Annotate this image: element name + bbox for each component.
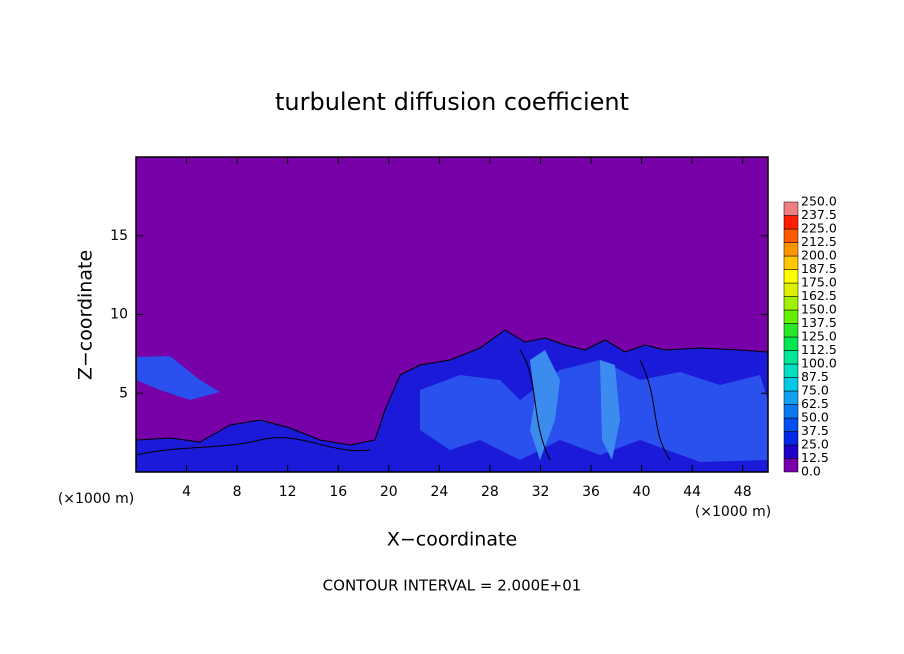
colorbar-label: 237.5 xyxy=(801,207,837,222)
colorbar-band xyxy=(783,242,799,257)
colorbar-label: 0.0 xyxy=(801,464,821,479)
colorbar-band xyxy=(783,215,799,230)
colorbar-label: 62.5 xyxy=(801,396,829,411)
colorbar-label: 37.5 xyxy=(801,423,829,438)
x-tick-label: 16 xyxy=(329,484,347,500)
contour-line xyxy=(639,359,671,461)
colorbar-label: 25.0 xyxy=(801,437,829,452)
y-tick-label: 10 xyxy=(110,307,128,323)
colorbar-band xyxy=(783,228,799,243)
x-tick-label: 12 xyxy=(279,484,297,500)
colorbar-band xyxy=(783,282,799,297)
x-tick-label: 20 xyxy=(380,484,398,500)
contour-line xyxy=(135,437,371,456)
colorbar-label: 75.0 xyxy=(801,383,829,398)
annotation: CONTOUR INTERVAL = 2.000E+01 xyxy=(323,577,582,595)
colorbar-label: 150.0 xyxy=(801,302,837,317)
colorbar-band xyxy=(783,201,799,216)
x-tick-label: 48 xyxy=(734,484,752,500)
x-tick-label: 32 xyxy=(532,484,550,500)
colorbar-band xyxy=(783,309,799,324)
y-axis-label: Z−coordinate xyxy=(75,250,97,380)
colorbar-label: 100.0 xyxy=(801,356,837,371)
colorbar-label: 250.0 xyxy=(801,194,837,209)
x-tick-label: 40 xyxy=(633,484,651,500)
colorbar-label: 225.0 xyxy=(801,221,837,236)
colorbar-band xyxy=(783,431,799,446)
x-axis-label: X−coordinate xyxy=(387,529,517,551)
colorbar-label: 187.5 xyxy=(801,261,837,276)
colorbar-band xyxy=(783,336,799,351)
colorbar-label: 12.5 xyxy=(801,450,829,465)
y-unit: (×1000 m) xyxy=(58,491,134,507)
colorbar-band xyxy=(783,296,799,311)
x-unit: (×1000 m) xyxy=(695,504,771,520)
colorbar-band xyxy=(783,363,799,378)
colorbar-label: 125.0 xyxy=(801,329,837,344)
colorbar-band xyxy=(783,390,799,405)
field xyxy=(135,329,769,473)
chart-title: turbulent diffusion coefficient xyxy=(275,88,629,116)
colorbar-band xyxy=(783,255,799,270)
colorbar-label: 87.5 xyxy=(801,369,829,384)
field-patch xyxy=(136,356,220,400)
colorbar-label: 212.5 xyxy=(801,234,837,249)
x-tick-label: 4 xyxy=(182,484,191,500)
x-tick-label: 36 xyxy=(582,484,600,500)
colorbar-band xyxy=(783,417,799,432)
contour-line xyxy=(519,349,551,461)
colorbar-label: 137.5 xyxy=(801,315,837,330)
colorbar-band xyxy=(783,323,799,338)
x-tick-label: 28 xyxy=(481,484,499,500)
colorbar-label: 50.0 xyxy=(801,410,829,425)
field-patch xyxy=(420,360,768,462)
colorbar-band xyxy=(783,458,799,473)
colorbar-band xyxy=(783,404,799,419)
colorbar-label: 112.5 xyxy=(801,342,837,357)
colorbar-band xyxy=(783,444,799,459)
field-patch xyxy=(600,360,620,460)
y-tick-label: 15 xyxy=(110,228,128,244)
colorbar-label: 162.5 xyxy=(801,288,837,303)
y-tick-label: 5 xyxy=(119,385,128,401)
colorbar-band xyxy=(783,269,799,284)
x-tick-label: 8 xyxy=(233,484,242,500)
colorbar-band xyxy=(783,377,799,392)
colorbar-label: 200.0 xyxy=(801,248,837,263)
colorbar-label: 175.0 xyxy=(801,275,837,290)
x-tick-label: 24 xyxy=(430,484,448,500)
field-patch xyxy=(530,350,560,460)
x-tick-label: 44 xyxy=(683,484,701,500)
colorbar-band xyxy=(783,350,799,365)
